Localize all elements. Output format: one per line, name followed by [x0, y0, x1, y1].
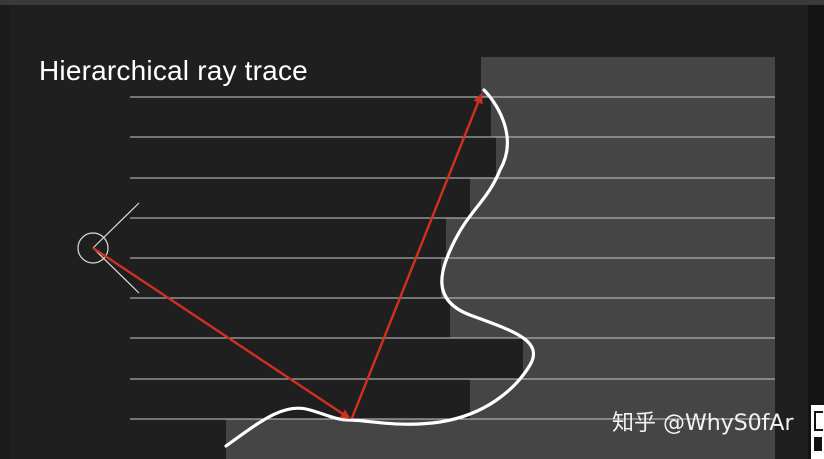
corner-logo-icon [811, 405, 824, 459]
slide: Hierarchical ray trace [10, 5, 808, 459]
reflected-ray [350, 93, 483, 419]
right-border [808, 5, 824, 459]
incident-ray [92, 247, 351, 420]
slide-title: Hierarchical ray trace [39, 55, 308, 86]
ray-trace-diagram [77, 57, 775, 459]
window-top-strip [0, 0, 824, 5]
surface-curve [224, 88, 536, 448]
camera-eye-icon [77, 202, 140, 294]
watermark: 知乎 @WhyS0fAr [612, 411, 794, 436]
